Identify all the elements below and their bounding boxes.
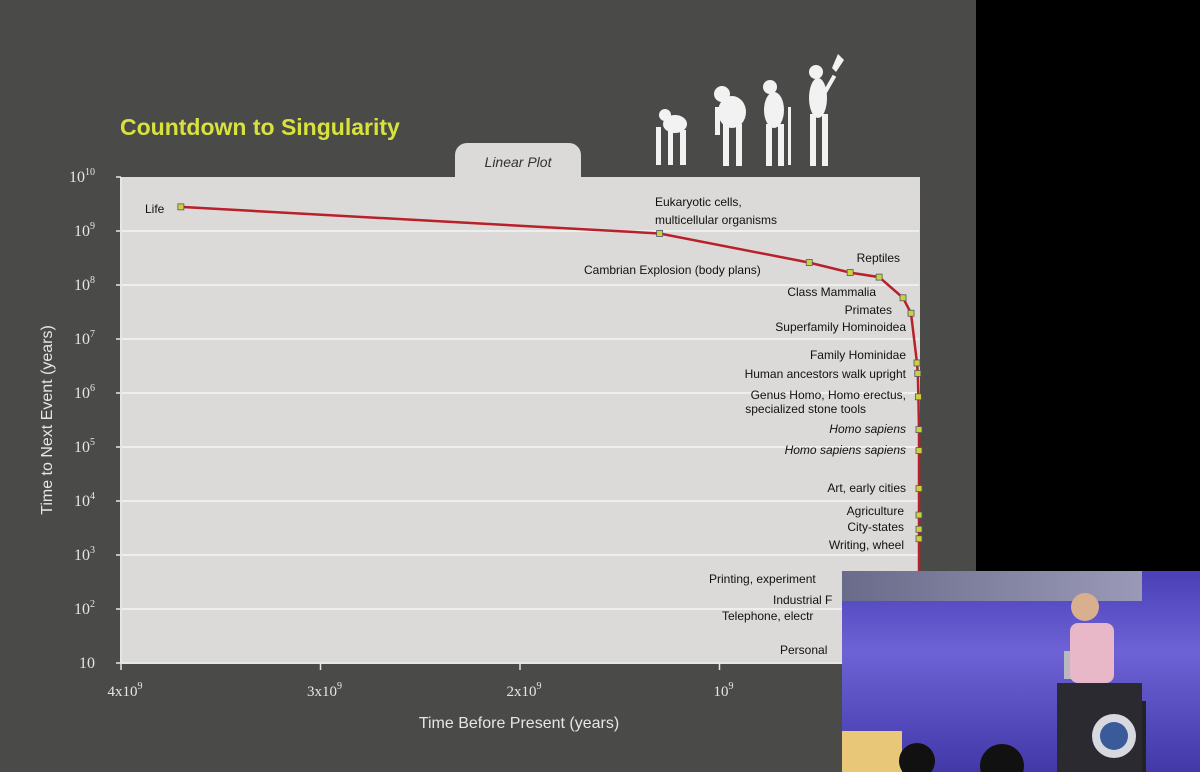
annotation-label: Agriculture bbox=[847, 504, 905, 518]
annotation-label: Life bbox=[145, 202, 165, 216]
data-point-marker bbox=[177, 203, 185, 211]
annotation-label: Class Mammalia bbox=[787, 285, 876, 299]
y-tick-label: 104 bbox=[74, 491, 95, 510]
chart: 1010 109 108 107 106 105 104 103 102 10 4x109 3x109… bbox=[39, 167, 923, 732]
y-tick-label: 103 bbox=[74, 545, 95, 564]
x-tick-label: 109 bbox=[714, 681, 734, 700]
y-tick-label: 102 bbox=[74, 599, 95, 618]
data-point-marker bbox=[656, 230, 664, 237]
x-axis-label: Time Before Present (years) bbox=[419, 715, 619, 732]
x-tick-label: 4x109 bbox=[108, 681, 143, 700]
linear-plot-tab: Linear Plot bbox=[455, 143, 581, 177]
speaker-image bbox=[842, 593, 1146, 772]
y-tick-label: 108 bbox=[74, 275, 95, 294]
evolution-silhouette-image bbox=[656, 54, 844, 166]
annotation-label: Genus Homo, Homo erectus, bbox=[751, 388, 906, 402]
x-tick-label: 3x109 bbox=[307, 681, 342, 700]
y-tick-label: 107 bbox=[74, 329, 95, 348]
data-point-marker bbox=[875, 273, 883, 281]
y-tick-label: 10 bbox=[79, 655, 95, 672]
y-tick-label: 109 bbox=[74, 221, 95, 240]
data-point-marker bbox=[914, 393, 922, 401]
data-point-marker bbox=[915, 485, 923, 492]
x-tick-label: 2x109 bbox=[507, 681, 542, 700]
annotation-label: Telephone, electr bbox=[722, 609, 813, 623]
annotation-label: multicellular organisms bbox=[655, 213, 777, 227]
slide-title: Countdown to Singularity bbox=[120, 114, 400, 140]
data-point-marker bbox=[913, 359, 921, 367]
y-tick-label: 1010 bbox=[69, 167, 95, 186]
data-point-marker bbox=[915, 447, 923, 454]
presentation-slide: Countdown to Singularity bbox=[0, 0, 976, 772]
data-point-marker bbox=[907, 309, 915, 317]
data-point-marker bbox=[899, 294, 907, 302]
annotation-label: Family Hominidae bbox=[810, 348, 906, 362]
y-tick-label: 106 bbox=[74, 383, 95, 402]
data-point-marker bbox=[914, 370, 922, 377]
y-axis-label: Time to Next Event (years) bbox=[39, 325, 56, 515]
annotation-label: Superfamily Hominoidea bbox=[775, 320, 906, 334]
data-point-marker bbox=[915, 426, 923, 434]
data-point-marker bbox=[846, 269, 854, 276]
annotation-label: Industrial F bbox=[773, 593, 832, 607]
annotation-label: Homo sapiens bbox=[829, 422, 906, 436]
annotation-label: specialized stone tools bbox=[745, 402, 866, 416]
annotation-label: Writing, wheel bbox=[829, 538, 904, 552]
annotation-label: Art, early cities bbox=[827, 481, 906, 495]
annotation-label: City-states bbox=[847, 520, 904, 534]
data-point-marker bbox=[915, 535, 923, 543]
annotation-label: Eukaryotic cells, bbox=[655, 195, 742, 209]
annotation-label: Primates bbox=[845, 303, 892, 317]
y-tick-label: 105 bbox=[74, 437, 95, 456]
annotation-label: Cambrian Explosion (body plans) bbox=[584, 263, 761, 277]
data-point-marker bbox=[915, 525, 923, 533]
annotation-label: Printing, experiment bbox=[709, 572, 816, 586]
annotation-label: Homo sapiens sapiens bbox=[785, 443, 906, 457]
annotation-label: Personal bbox=[780, 643, 827, 657]
data-point-marker bbox=[915, 511, 923, 519]
annotation-label: Reptiles bbox=[857, 251, 900, 265]
data-point-marker bbox=[805, 259, 813, 266]
speaker-video-inset bbox=[842, 571, 1200, 772]
annotation-label: Human ancestors walk upright bbox=[745, 367, 907, 381]
